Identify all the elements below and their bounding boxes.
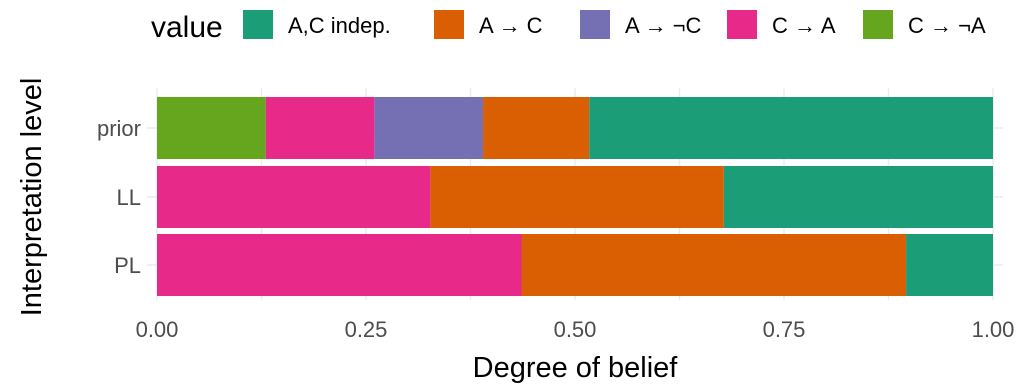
- bar-pl-a-c-indep: [906, 234, 993, 296]
- x-tick-label: 0.00: [136, 317, 179, 342]
- x-tick-label: 0.50: [554, 317, 597, 342]
- bars: [157, 97, 993, 296]
- x-tick-label: 1.00: [972, 317, 1015, 342]
- bar-prior-a-c-indep: [589, 97, 993, 159]
- bar-pl-a-to-c: [521, 234, 906, 296]
- y-axis-tick-labels: prior LL PL: [97, 116, 141, 278]
- legend-title: value: [151, 11, 223, 44]
- bar-ll-c-to-a: [157, 166, 430, 228]
- x-axis-tick-labels: 0.00 0.25 0.50 0.75 1.00: [136, 317, 1015, 342]
- legend-key-a-c-indep: [243, 10, 273, 39]
- legend: value A,C indep. A → C A → ¬C C → A C → ¬A: [151, 10, 986, 44]
- y-axis-title: Interpretation level: [16, 78, 48, 317]
- legend-key-a-to-c: [434, 10, 464, 39]
- x-tick-label: 0.75: [763, 317, 806, 342]
- x-axis-title: Degree of belief: [473, 352, 679, 384]
- bar-prior-c-to-nota: [157, 97, 266, 159]
- bar-pl-c-to-a: [157, 234, 521, 296]
- bar-prior-c-to-a: [266, 97, 375, 159]
- legend-key-a-to-notc: [580, 10, 610, 39]
- legend-label-a-to-c: A → C: [479, 13, 543, 38]
- bar-ll-a-c-indep: [724, 166, 993, 228]
- legend-key-c-to-a: [727, 10, 757, 39]
- bar-prior-a-to-notc: [374, 97, 483, 159]
- y-tick-label-prior: prior: [97, 116, 141, 141]
- legend-label-a-c-indep: A,C indep.: [288, 13, 391, 38]
- x-tick-label: 0.25: [345, 317, 388, 342]
- y-tick-label-pl: PL: [114, 253, 141, 278]
- y-tick-label-ll: LL: [117, 185, 141, 210]
- legend-label-c-to-a: C → A: [772, 13, 836, 38]
- legend-label-a-to-notc: A → ¬C: [625, 13, 702, 38]
- legend-key-c-to-nota: [863, 10, 893, 39]
- bar-prior-a-to-c: [483, 97, 589, 159]
- bar-ll-a-to-c: [430, 166, 723, 228]
- legend-label-c-to-nota: C → ¬A: [908, 13, 986, 38]
